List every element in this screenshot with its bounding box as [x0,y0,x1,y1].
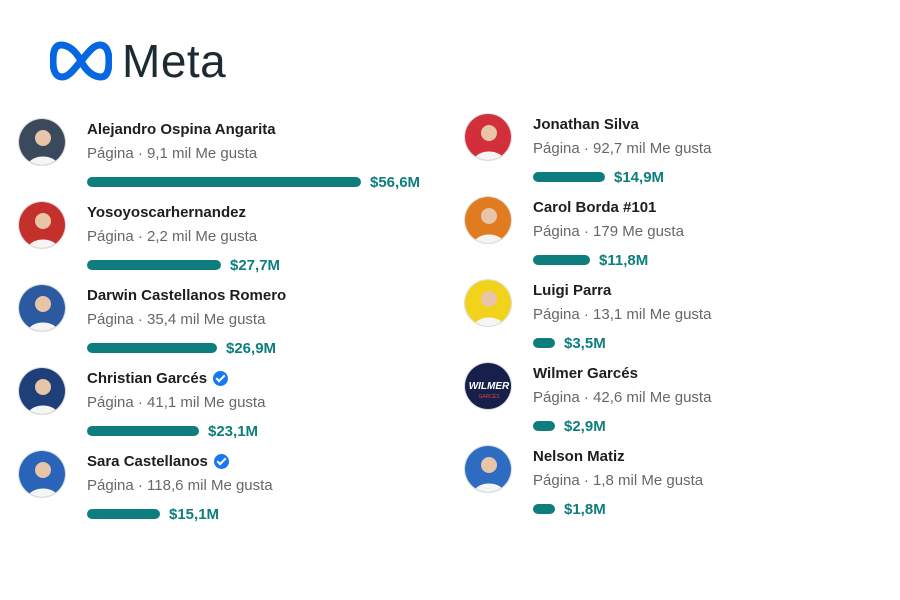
avatar-logo-text: WILMER [469,381,510,392]
page-name-text: Yosoyoscarhernandez [87,204,246,221]
page-name-text: Luigi Parra [533,282,612,299]
spend-bar [533,421,555,431]
spend-bar [87,509,160,519]
spend-bar [87,426,199,436]
page-name[interactable]: Darwin Castellanos Romero [87,287,286,304]
avatar[interactable] [464,113,512,161]
page-likes: Página · 41,1 mil Me gusta [87,394,266,411]
page-name[interactable]: Jonathan Silva [533,116,639,133]
spend-amount: $56,6M [370,173,421,191]
spend-bar-row: $27,7M [87,255,280,275]
spend-amount: $3,5M [564,334,606,352]
spend-amount: $15,1M [169,505,220,523]
list-item[interactable]: Luigi Parra Página · 13,1 mil Me gusta $3,… [464,279,894,361]
spend-bar-row: $15,1M [87,504,219,524]
spend-bar-row: $56,6M [87,172,420,192]
page-name-text: Nelson Matiz [533,448,625,465]
spend-bar-row: $11,8M [533,250,648,270]
page-name-text: Carol Borda #101 [533,199,657,216]
page-likes: Página · 2,2 mil Me gusta [87,228,258,245]
spend-bar [533,504,555,514]
page-likes: Página · 42,6 mil Me gusta [533,389,712,406]
profile-photo-icon [19,368,65,414]
spend-bar-row: $23,1M [87,421,258,441]
profile-photo-icon [465,446,511,492]
page-likes: Página · 179 Me gusta [533,223,684,240]
avatar[interactable] [464,279,512,327]
page-name[interactable]: Sara Castellanos [87,453,229,470]
list-item[interactable]: Carol Borda #101 Página · 179 Me gusta $11… [464,196,894,278]
avatar[interactable] [18,367,66,415]
page-name[interactable]: Alejandro Ospina Angarita [87,121,276,138]
profile-photo-icon [465,197,511,243]
page-name[interactable]: Christian Garcés [87,370,229,387]
avatar[interactable] [18,201,66,249]
page-name[interactable]: Nelson Matiz [533,448,625,465]
avatar[interactable]: WILMER GARCÉS [464,362,512,410]
page-likes: Página · 92,7 mil Me gusta [533,140,712,157]
meta-logo: Meta [50,38,226,84]
avatar[interactable] [464,196,512,244]
profile-photo-icon [19,285,65,331]
page-name[interactable]: Wilmer Garcés [533,365,638,382]
list-item[interactable]: Alejandro Ospina Angarita Página · 9,1 mi… [18,118,448,200]
spend-bar [533,255,590,265]
list-item[interactable]: Sara Castellanos Página · 118,6 mil Me gu… [18,450,448,532]
spend-bar [533,338,555,348]
profile-photo-icon [465,280,511,326]
spend-bar-row: $14,9M [533,167,664,187]
list-item[interactable]: Jonathan Silva Página · 92,7 mil Me gusta… [464,113,894,195]
page-likes: Página · 118,6 mil Me gusta [87,477,273,494]
spend-amount: $23,1M [208,422,259,440]
avatar[interactable] [18,450,66,498]
spend-amount: $26,9M [226,339,277,357]
avatar[interactable] [18,284,66,332]
spend-bar-row: $1,8M [533,499,606,519]
avatar[interactable] [18,118,66,166]
page-name[interactable]: Carol Borda #101 [533,199,656,216]
list-item[interactable]: Nelson Matiz Página · 1,8 mil Me gusta $1,… [464,445,894,527]
list-item[interactable]: WILMER GARCÉS Wilmer Garcés Página · 42,6 m… [464,362,894,444]
spend-bar [87,177,361,187]
list-item[interactable]: Christian Garcés Página · 41,1 mil Me gus… [18,367,448,449]
spend-bar [533,172,605,182]
page-name[interactable]: Luigi Parra [533,282,611,299]
profile-photo-icon [465,114,511,160]
avatar[interactable] [464,445,512,493]
avatar-logo-subtext: GARCÉS [478,393,500,400]
verified-badge-icon [213,371,229,386]
meta-infinity-icon [50,41,112,81]
spend-amount: $1,8M [564,500,606,518]
list-item[interactable]: Yosoyoscarhernandez Página · 2,2 mil Me g… [18,201,448,283]
page-name-text: Alejandro Ospina Angarita [87,121,276,138]
page-name-text: Jonathan Silva [533,116,639,133]
page-likes: Página · 1,8 mil Me gusta [533,472,704,489]
spend-bar [87,260,221,270]
verified-badge-icon [213,454,229,469]
spend-amount: $14,9M [614,168,665,186]
profile-photo-icon [19,119,65,165]
spend-bar-row: $2,9M [533,416,606,436]
spend-bar [87,343,217,353]
page-name-text: Wilmer Garcés [533,365,638,382]
spend-amount: $27,7M [230,256,281,274]
spend-amount: $11,8M [599,251,649,269]
page-name[interactable]: Yosoyoscarhernandez [87,204,246,221]
page-likes: Página · 9,1 mil Me gusta [87,145,258,162]
list-item[interactable]: Darwin Castellanos Romero Página · 35,4 m… [18,284,448,366]
page-likes: Página · 35,4 mil Me gusta [87,311,266,328]
page-likes: Página · 13,1 mil Me gusta [533,306,712,323]
profile-photo-icon [19,202,65,248]
spend-bar-row: $3,5M [533,333,606,353]
spend-amount: $2,9M [564,417,606,435]
profile-photo-icon [19,451,65,497]
brand-name: Meta [122,35,227,87]
spend-bar-row: $26,9M [87,338,276,358]
page-name-text: Darwin Castellanos Romero [87,287,287,304]
page-name-text: Christian Garcés [87,370,208,387]
page-name-text: Sara Castellanos [87,453,208,470]
